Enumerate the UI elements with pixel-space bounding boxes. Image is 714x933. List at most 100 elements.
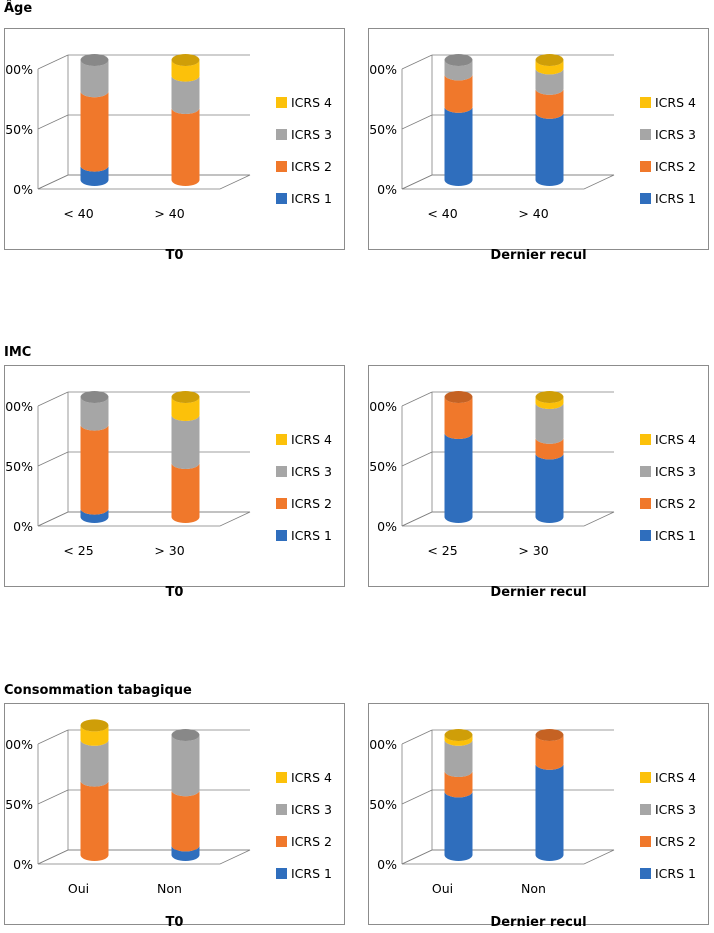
bar--30: [171, 391, 200, 523]
bar-segment-icrs-2: [171, 108, 200, 186]
legend: ICRS 4 ICRS 3 ICRS 2 ICRS 1: [276, 770, 332, 881]
bar-segment-icrs-4: [171, 60, 200, 82]
y-tick-label: 50%: [5, 459, 33, 474]
bar-segment-icrs-1: [444, 791, 473, 861]
legend-label-icrs-4: ICRS 4: [291, 432, 332, 447]
bar-segment-icrs-2: [171, 463, 200, 523]
caption-age-t0: T0: [165, 248, 184, 263]
caption-imc-dernier-recul: Dernier recul: [490, 585, 587, 600]
floor: [401, 511, 615, 527]
gridline-slant: [401, 451, 433, 467]
legend-swatch-icrs-3: [276, 804, 287, 815]
legend-label-icrs-1: ICRS 1: [655, 191, 696, 206]
legend-label-icrs-2: ICRS 2: [291, 159, 332, 174]
floor: [37, 174, 251, 190]
y-tick-label: 0%: [377, 519, 397, 534]
gridline-slant: [401, 789, 433, 805]
floor: [37, 849, 251, 865]
caption-tabac-t0: T0: [165, 915, 184, 930]
y-tick-label: 100%: [5, 62, 33, 77]
bar--25: [444, 391, 473, 523]
section-title-imc: IMC: [4, 345, 32, 360]
bar-top-cap: [444, 729, 473, 741]
legend-swatch-icrs-2: [640, 836, 651, 847]
y-tick-label: 100%: [369, 399, 397, 414]
bar-oui: [444, 729, 473, 861]
legend-label-icrs-4: ICRS 4: [291, 95, 332, 110]
bar-top-cap: [171, 391, 200, 403]
legend-label-icrs-3: ICRS 3: [291, 127, 332, 142]
grid: [401, 54, 615, 190]
legend: ICRS 4 ICRS 3 ICRS 2 ICRS 1: [276, 432, 332, 543]
legend-label-icrs-1: ICRS 1: [291, 528, 332, 543]
bar-top-cap: [444, 391, 473, 403]
bar-top-cap: [535, 391, 564, 403]
bar-segment-icrs-2: [80, 424, 109, 515]
legend-swatch-icrs-1: [276, 530, 287, 541]
gridline-slant: [401, 54, 433, 70]
bar-segment-icrs-4: [444, 735, 473, 746]
grid: [37, 54, 251, 190]
bar--40: [80, 54, 109, 186]
grid: [37, 391, 251, 527]
caption-tabac-dernier-recul: Dernier recul: [490, 915, 587, 930]
legend: ICRS 4 ICRS 3 ICRS 2 ICRS 1: [276, 95, 332, 206]
bar--40: [444, 54, 473, 186]
legend-label-icrs-4: ICRS 4: [291, 770, 332, 785]
bar-segment-icrs-2: [444, 74, 473, 113]
legend-label-icrs-1: ICRS 1: [291, 866, 332, 881]
bar-segment-icrs-4: [171, 397, 200, 421]
bar-top-cap: [80, 54, 109, 66]
y-tick-label: 50%: [5, 122, 33, 137]
legend-swatch-icrs-3: [640, 804, 651, 815]
legend-label-icrs-3: ICRS 3: [291, 802, 332, 817]
bar-top-cap: [80, 719, 109, 732]
chart-tabac-t0-plot: 0% 50% 100% Oui Non ICRS 4 ICRS 3 ICRS 2 ICRS 1: [5, 719, 332, 896]
floor: [37, 511, 251, 527]
legend-swatch-icrs-2: [276, 836, 287, 847]
legend-swatch-icrs-1: [276, 193, 287, 204]
gridline-slant: [37, 54, 69, 70]
legend-swatch-icrs-4: [276, 772, 287, 783]
legend-swatch-icrs-3: [640, 466, 651, 477]
bar-segment-icrs-3: [444, 60, 473, 81]
bar-segment-icrs-3: [171, 415, 200, 469]
legend-swatch-icrs-4: [276, 434, 287, 445]
legend-label-icrs-2: ICRS 2: [291, 834, 332, 849]
legend-label-icrs-3: ICRS 3: [655, 464, 696, 479]
bar-segment-icrs-4: [535, 60, 564, 75]
bar-segment-icrs-3: [80, 397, 109, 431]
legend-swatch-icrs-1: [640, 193, 651, 204]
bar--30: [535, 391, 564, 523]
legend-swatch-icrs-4: [640, 97, 651, 108]
bar-segment-icrs-1: [80, 165, 109, 186]
y-tick-label: 50%: [369, 459, 397, 474]
y-tick-label: 0%: [377, 182, 397, 197]
bar-segment-icrs-1: [535, 453, 564, 523]
bar-top-cap: [444, 54, 473, 66]
gridline-slant: [37, 114, 69, 130]
section-title-age: Âge: [4, 1, 33, 16]
gridline-slant: [401, 114, 433, 130]
bar-segment-icrs-3: [171, 735, 200, 797]
x-tick-label: > 40: [154, 206, 184, 221]
x-tick-label: < 40: [63, 206, 93, 221]
legend-swatch-icrs-2: [276, 498, 287, 509]
grid: [401, 729, 615, 865]
bar-segment-icrs-3: [535, 403, 564, 444]
legend-label-icrs-1: ICRS 1: [655, 528, 696, 543]
legend-label-icrs-1: ICRS 1: [291, 191, 332, 206]
y-tick-label: 100%: [5, 737, 33, 752]
x-tick-label: Oui: [68, 881, 89, 896]
section-title-tabac: Consommation tabagique: [4, 683, 192, 698]
bar-segment-icrs-3: [535, 68, 564, 95]
legend-swatch-icrs-1: [276, 868, 287, 879]
bar--25: [80, 391, 109, 523]
legend-label-icrs-2: ICRS 2: [655, 834, 696, 849]
legend-swatch-icrs-1: [640, 868, 651, 879]
bar--40: [535, 54, 564, 186]
